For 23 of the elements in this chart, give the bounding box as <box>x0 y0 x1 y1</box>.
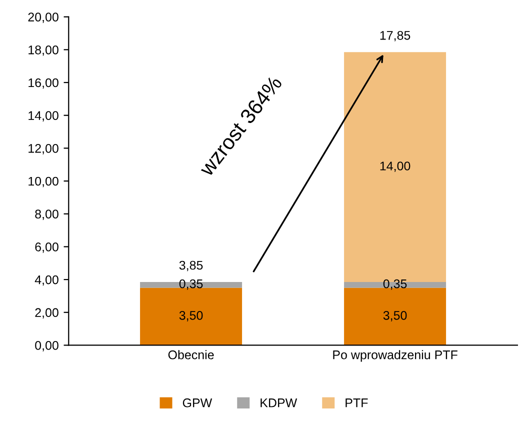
y-tick-label: 18,00 <box>28 45 58 56</box>
total-label: 3,85 <box>179 260 203 272</box>
y-tick-label: 4,00 <box>34 275 58 286</box>
legend-label: KDPW <box>260 398 298 408</box>
y-tick-label: 8,00 <box>35 210 58 220</box>
data-label: 0,35 <box>383 279 407 290</box>
data-label: 14,00 <box>380 162 410 172</box>
y-tick-label: 14,00 <box>28 111 58 122</box>
y-tick-label: 12,00 <box>28 144 58 154</box>
data-label: 3,50 <box>383 310 407 322</box>
legend-label: GPW <box>182 398 212 408</box>
y-tick-label: 2,00 <box>35 308 58 319</box>
y-tick-label: 0,00 <box>35 341 58 352</box>
total-label: 17,85 <box>380 30 410 42</box>
data-label: 3,50 <box>179 310 203 322</box>
y-tick-label: 20,00 <box>28 12 58 23</box>
legend-label: PTF <box>346 398 368 408</box>
x-tick-label: Obecnie <box>168 350 214 360</box>
x-tick-label: Po wprowadzeniu PTF <box>333 350 458 362</box>
data-label: 0,35 <box>179 279 203 290</box>
y-tick-label: 16,00 <box>28 78 58 89</box>
y-tick-label: 10,00 <box>28 176 58 188</box>
y-tick-label: 6,00 <box>35 242 58 253</box>
